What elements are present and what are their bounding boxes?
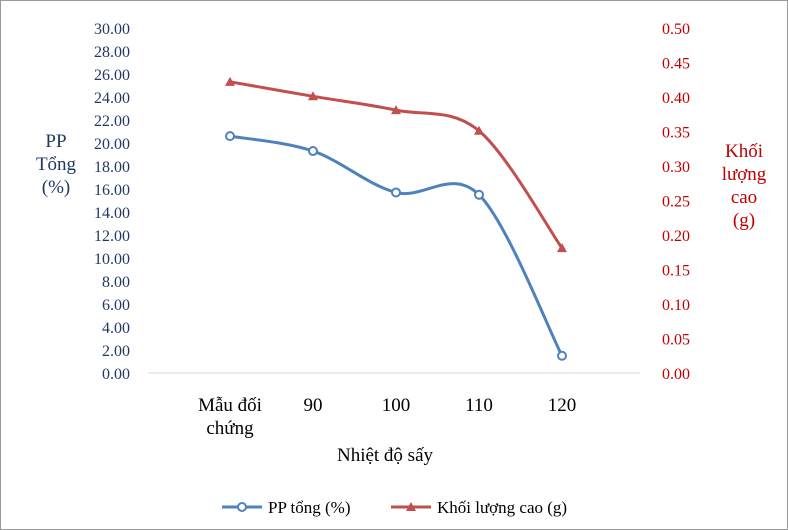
right-tick-label: 0.05: [662, 332, 690, 349]
left-axis-title-line: Tổng: [36, 154, 77, 175]
right-tick-label: 0.25: [662, 194, 690, 211]
x-axis-title: Nhiệt độ sấy: [337, 445, 434, 466]
right-tick-label: 0.50: [662, 21, 690, 38]
left-tick-label: 4.00: [102, 320, 130, 337]
legend-label: PP tổng (%): [268, 498, 351, 517]
left-tick-label: 14.00: [94, 205, 130, 222]
data-point-triangle: [557, 243, 567, 253]
data-point-circle: [474, 189, 484, 200]
right-tick-label: 0.20: [662, 228, 690, 245]
left-axis-title-line: (%): [42, 177, 70, 198]
category-label: Mẫu đối: [198, 395, 262, 416]
category-label: chứng: [206, 418, 254, 439]
right-axis-title-line: Khối: [725, 141, 763, 162]
right-axis-title-line: cao: [731, 187, 757, 208]
left-tick-label: 10.00: [94, 251, 130, 268]
category-label: 100: [382, 395, 411, 416]
right-tick-label: 0.10: [662, 297, 690, 314]
data-point-triangle: [474, 125, 484, 135]
right-axis-ticks: 0.00 0.05 0.10 0.15 0.20 0.25 0.30 0.35 0.40 0.45…: [662, 21, 690, 383]
category-label: 110: [465, 395, 493, 416]
series-line: [229, 80, 564, 249]
legend-item-2: Khối lượng cao (g): [391, 498, 567, 517]
data-point-triangle: [308, 91, 318, 101]
right-tick-label: 0.15: [662, 263, 690, 280]
left-tick-label: 2.00: [102, 343, 130, 360]
data-point-triangle: [391, 105, 401, 115]
right-tick-label: 0.35: [662, 125, 690, 142]
right-axis-title-line: (g): [733, 210, 755, 231]
legend: PP tổng (%) Khối lượng cao (g): [222, 498, 567, 517]
right-tick-label: 0.40: [662, 90, 690, 107]
right-tick-label: 0.45: [662, 56, 690, 73]
data-point-triangle: [225, 76, 235, 86]
left-axis-title-line: PP: [45, 131, 66, 152]
series-layer: [225, 76, 567, 361]
left-tick-label: 22.00: [94, 113, 130, 130]
legend-marker-triangle: [406, 502, 416, 511]
left-tick-label: 16.00: [94, 182, 130, 199]
left-tick-label: 30.00: [94, 21, 130, 38]
left-tick-label: 26.00: [94, 67, 130, 84]
left-axis-ticks: 0.00 2.00 4.00 6.00 8.00 10.00 12.00 14.00 16.00…: [94, 21, 130, 383]
category-label: 120: [548, 395, 577, 416]
series-line: [229, 134, 564, 357]
left-tick-label: 24.00: [94, 90, 130, 107]
data-point-circle: [391, 187, 401, 198]
left-tick-label: 0.00: [102, 366, 130, 383]
right-tick-label: 0.00: [662, 366, 690, 383]
series-1: [225, 131, 567, 361]
left-tick-label: 6.00: [102, 297, 130, 314]
data-point-circle: [308, 146, 318, 157]
series-2: [225, 76, 567, 253]
right-tick-label: 0.30: [662, 159, 690, 176]
left-tick-label: 28.00: [94, 44, 130, 61]
legend-marker-circle: [237, 502, 247, 512]
left-tick-label: 20.00: [94, 136, 130, 153]
category-label: 90: [304, 395, 323, 416]
left-tick-label: 18.00: [94, 159, 130, 176]
data-point-circle: [225, 131, 235, 142]
legend-label: Khối lượng cao (g): [437, 498, 567, 517]
left-tick-label: 8.00: [102, 274, 130, 291]
legend-item-1: PP tổng (%): [222, 498, 351, 517]
left-tick-label: 12.00: [94, 228, 130, 245]
data-point-circle: [557, 350, 567, 361]
right-axis-title-line: lượng: [722, 164, 767, 185]
